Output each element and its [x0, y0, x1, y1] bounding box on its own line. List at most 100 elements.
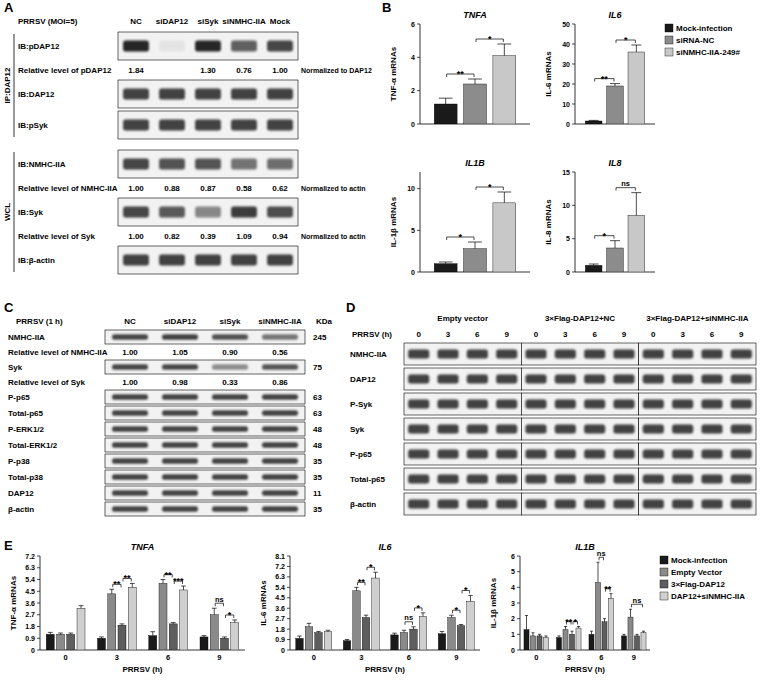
bar	[353, 591, 360, 650]
blot-frame	[639, 418, 756, 440]
y-tick-label: 6.3	[25, 564, 35, 571]
y-axis-label: IL-1β mRNAs	[489, 577, 498, 628]
error-bar	[557, 636, 560, 638]
panel-letter: E	[4, 538, 13, 553]
error-bar	[364, 615, 368, 617]
legend-swatch	[665, 36, 673, 44]
quant-label: Relative level of NMHC-IIA	[18, 184, 118, 193]
legend-swatch	[665, 48, 673, 56]
row-label: NMHC-IIA	[8, 333, 45, 342]
blot-band	[525, 500, 546, 509]
y-axis-label: IL-1β mRNAs	[389, 196, 398, 247]
y-tick-label: 2	[411, 87, 415, 94]
error-bar	[109, 589, 114, 594]
blot-band	[701, 375, 722, 384]
blot-band	[672, 400, 693, 409]
quant-value: 0.98	[172, 378, 188, 387]
chart: IL6IL-6 mRNAs01020304050***Mock-infectio…	[544, 10, 741, 128]
row-label: IB:NMHC-IIA	[18, 160, 66, 169]
error-bar	[449, 615, 453, 617]
blot-band	[437, 500, 458, 509]
blot-band	[212, 458, 248, 464]
error-bar	[631, 45, 641, 52]
group-label: Empty vector	[437, 314, 488, 323]
blot-band	[112, 442, 148, 448]
blot-frame	[118, 150, 298, 178]
y-tick	[37, 614, 40, 615]
bar	[524, 630, 529, 650]
blot-frame	[639, 468, 756, 490]
lane-label: siSyk	[198, 17, 219, 26]
blot-band	[437, 375, 458, 384]
blot-frame	[105, 390, 305, 404]
lane-label: Mock	[270, 17, 291, 26]
y-tick-label: 6	[411, 21, 415, 28]
y-axis	[575, 172, 576, 272]
row-label: Total-p65	[350, 475, 386, 484]
lane-label: siNMHC-IIA	[258, 317, 302, 326]
blot-band	[112, 334, 148, 340]
blot-band	[731, 350, 752, 359]
blot-band	[467, 400, 488, 409]
significance-label: **	[113, 579, 121, 589]
lane-label: 0	[651, 330, 656, 339]
row-label: P-ERK1/2	[8, 425, 45, 434]
blot-band	[162, 506, 198, 512]
y-tick-label: 5	[511, 568, 515, 575]
blot-band	[408, 375, 429, 384]
y-tick	[287, 650, 290, 651]
blot-band	[123, 40, 149, 51]
blot-band	[437, 350, 458, 359]
y-tick	[37, 626, 40, 627]
blot-band	[162, 490, 198, 496]
significance-label: **	[124, 573, 132, 583]
blot-band	[195, 254, 221, 265]
quant-note: Normalized to DAP12	[301, 67, 372, 74]
bars	[434, 192, 516, 272]
blot-band	[613, 350, 634, 359]
blot-band	[672, 450, 693, 459]
blot-band	[555, 400, 576, 409]
quant-value: 1.00	[128, 184, 144, 193]
y-tick-label: 3.6	[275, 605, 285, 612]
row-label: P-p65	[350, 450, 372, 459]
group-label: 3×Flag-DAP12+NC	[545, 314, 615, 323]
blot-band	[212, 506, 248, 512]
y-tick-label: 4	[511, 584, 515, 591]
blot-band	[262, 442, 298, 448]
blot-band	[212, 426, 248, 432]
bar	[296, 638, 303, 650]
bar	[602, 622, 607, 650]
blot-band	[437, 425, 458, 434]
blot-band	[525, 375, 546, 384]
blot-frame	[521, 468, 638, 490]
error-bar	[596, 562, 599, 582]
blot-band	[467, 425, 488, 434]
bar	[607, 86, 624, 124]
blot-band	[643, 450, 664, 459]
blot-band	[555, 350, 576, 359]
unit-label: KDa	[316, 317, 333, 326]
blot-band	[159, 119, 185, 130]
blot-band	[584, 425, 605, 434]
blot-band	[701, 350, 722, 359]
y-tick	[417, 57, 420, 58]
blot-band	[613, 425, 634, 434]
y-axis	[520, 556, 521, 650]
blot-band	[162, 364, 198, 370]
x-tick-label: 3	[567, 653, 571, 662]
y-axis-label: IL-8 mRNAs	[544, 199, 553, 245]
blot-frame	[118, 32, 298, 60]
y-tick-label: 3.6	[25, 600, 35, 607]
y-tick-label: 10	[407, 185, 415, 192]
blot-band	[555, 500, 576, 509]
significance-label: ns	[215, 595, 224, 604]
row-label: P-Syk	[350, 400, 373, 409]
y-tick	[287, 639, 290, 640]
significance-label: **	[358, 577, 366, 587]
blot-band	[159, 88, 185, 99]
quant-value: 0.33	[222, 378, 238, 387]
y-tick	[417, 188, 420, 189]
figure: ABCDEPRRSV (MOI=5)NCsiDAP12siSyksiNMHC-I…	[0, 0, 760, 691]
bars	[296, 572, 474, 650]
